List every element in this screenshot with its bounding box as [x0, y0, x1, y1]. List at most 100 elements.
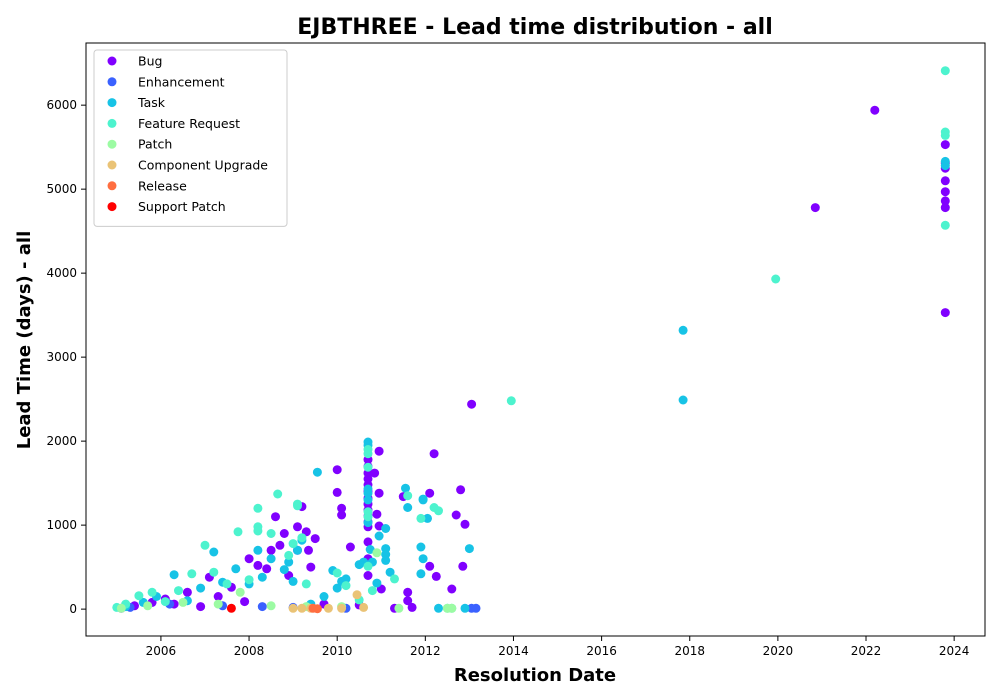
legend-marker-feature-request — [107, 118, 117, 128]
plot-frame — [85, 42, 986, 637]
x-tick-label: 2006 — [146, 644, 177, 658]
point-bug — [279, 529, 289, 538]
point-bug — [345, 542, 355, 552]
point-component-upgrade — [337, 603, 347, 613]
point-component-upgrade — [323, 603, 333, 613]
point-feature-request — [363, 561, 373, 571]
point-task — [288, 576, 298, 586]
point-feature-request — [253, 503, 263, 513]
point-feature-request — [288, 539, 298, 549]
point-bug — [271, 512, 280, 522]
y-tick-label: 2000 — [46, 434, 77, 448]
point-feature-request — [233, 527, 243, 537]
legend-label-enhancement: Enhancement — [138, 74, 225, 89]
x-axis: 2006 2008 2010 2012 2014 2016 2018 2020 2022 2024 — [146, 636, 970, 658]
point-patch — [372, 548, 382, 558]
point-task — [385, 567, 395, 577]
legend-box — [93, 49, 288, 227]
point-task — [678, 325, 688, 335]
point-bug — [275, 540, 285, 550]
point-feature-request — [253, 526, 263, 536]
point-feature-request — [940, 220, 950, 230]
point-bug — [370, 468, 380, 478]
point-bug — [310, 534, 320, 544]
point-bug — [363, 537, 373, 547]
point-bug — [403, 587, 413, 597]
point-task — [423, 513, 432, 523]
point-feature-request — [297, 533, 307, 543]
legend-marker-bug — [107, 56, 117, 66]
legend-label-task: Task — [137, 95, 166, 110]
point-bug — [372, 509, 382, 519]
point-task — [169, 570, 179, 580]
point-component-upgrade — [288, 603, 298, 613]
point-patch — [178, 597, 188, 607]
point-feature-request — [244, 575, 254, 585]
point-task — [365, 545, 375, 554]
point-bug — [940, 176, 950, 186]
point-bug — [940, 187, 950, 197]
point-task — [363, 495, 373, 505]
legend-label-patch: Patch — [138, 137, 172, 152]
point-feature-request — [187, 569, 197, 579]
point-component-upgrade — [352, 590, 362, 600]
point-enhancement — [471, 603, 481, 613]
point-feature-request — [160, 597, 170, 607]
point-task — [374, 531, 384, 541]
point-feature-request — [363, 512, 373, 522]
point-bug — [266, 545, 276, 555]
point-bug — [451, 510, 461, 520]
point-bug — [940, 196, 950, 206]
point-patch — [213, 599, 223, 609]
point-bug — [304, 545, 313, 555]
point-feature-request — [771, 274, 781, 284]
point-component-upgrade — [359, 602, 369, 612]
x-tick-label: 2010 — [322, 644, 353, 658]
legend-label-feature-request: Feature Request — [138, 116, 240, 131]
point-task — [416, 542, 426, 552]
point-bug — [456, 485, 466, 495]
legend-label-release: Release — [138, 178, 187, 193]
point-task — [372, 578, 382, 588]
legend-marker-enhancement — [107, 77, 117, 87]
point-task — [464, 544, 474, 554]
point-task — [341, 574, 351, 584]
point-task — [418, 554, 428, 564]
point-task — [940, 161, 950, 171]
x-tick-label: 2024 — [939, 644, 970, 658]
y-tick-label: 3000 — [46, 350, 77, 364]
point-bug — [306, 562, 316, 572]
point-bug — [182, 587, 192, 597]
point-feature-request — [293, 501, 302, 511]
point-feature-request — [266, 529, 276, 538]
point-feature-request — [434, 506, 443, 516]
point-task — [231, 564, 241, 574]
point-bug — [332, 487, 342, 497]
point-bug — [293, 522, 302, 532]
point-feature-request — [301, 579, 311, 589]
point-task — [381, 555, 391, 565]
point-task — [253, 545, 263, 555]
legend: Bug Enhancement Task Feature Request Patch Co… — [93, 49, 288, 227]
point-bug — [870, 105, 880, 115]
x-tick-label: 2018 — [674, 644, 705, 658]
point-task — [293, 545, 302, 555]
point-bug — [467, 399, 477, 409]
point-feature-request — [390, 574, 399, 584]
point-bug — [940, 203, 950, 213]
point-bug — [458, 561, 468, 571]
point-feature-request — [363, 449, 373, 459]
point-task — [319, 592, 329, 601]
y-tick-label: 4000 — [46, 266, 77, 280]
point-bug — [429, 449, 439, 459]
x-tick-label: 2008 — [234, 644, 265, 658]
point-bug — [253, 560, 263, 570]
point-bug — [407, 602, 417, 612]
point-task — [363, 488, 373, 498]
point-task — [279, 565, 289, 575]
point-task — [209, 547, 219, 557]
point-feature-request — [940, 66, 950, 76]
point-bug — [363, 571, 373, 580]
point-bug — [403, 596, 413, 606]
